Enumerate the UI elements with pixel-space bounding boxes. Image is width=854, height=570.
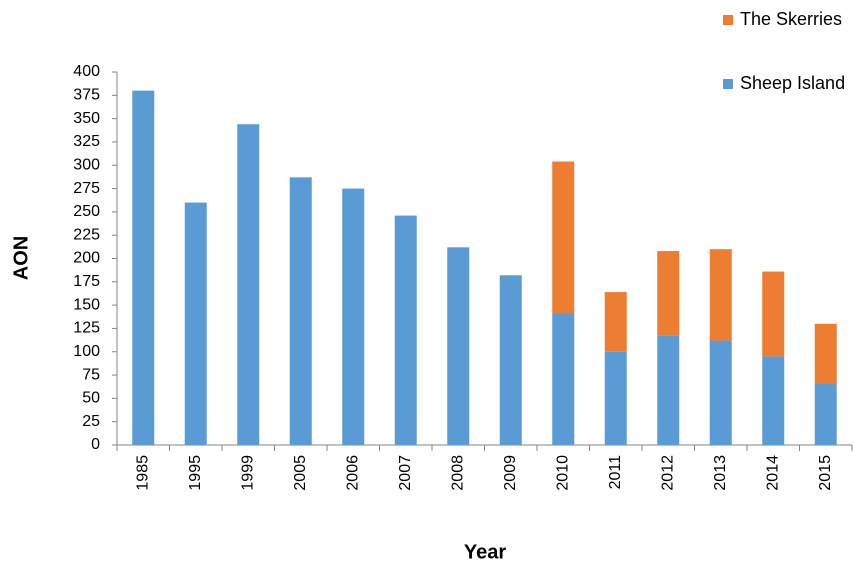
x-tick-label: 2014 bbox=[764, 455, 781, 491]
y-tick-label: 225 bbox=[73, 226, 100, 243]
x-tick-label: 2013 bbox=[712, 455, 729, 491]
bar bbox=[132, 90, 155, 446]
x-tick-label: 2007 bbox=[397, 455, 414, 491]
bar bbox=[604, 292, 627, 352]
bar bbox=[657, 251, 680, 336]
bar bbox=[657, 335, 680, 445]
y-axis-title: AON bbox=[10, 236, 32, 280]
bar bbox=[604, 351, 627, 445]
x-axis-title: Year bbox=[464, 541, 506, 563]
x-tick-label: 2015 bbox=[817, 455, 834, 491]
y-tick-label: 350 bbox=[73, 110, 100, 127]
y-tick-label: 200 bbox=[73, 250, 100, 267]
x-tick-label: 2005 bbox=[292, 455, 309, 491]
x-tick-label: 2010 bbox=[554, 455, 571, 491]
y-tick-label: 125 bbox=[73, 320, 100, 337]
y-tick-label: 150 bbox=[73, 296, 100, 313]
legend-label: Sheep Island bbox=[740, 73, 845, 93]
x-tick-label: 1985 bbox=[134, 455, 151, 491]
bar bbox=[342, 188, 365, 445]
y-tick-label: 0 bbox=[91, 436, 100, 453]
y-tick-label: 300 bbox=[73, 156, 100, 173]
y-tick-label: 50 bbox=[82, 390, 100, 407]
bar bbox=[709, 340, 732, 445]
bar bbox=[184, 202, 207, 445]
y-tick-label: 275 bbox=[73, 180, 100, 197]
y-tick-label: 400 bbox=[73, 63, 100, 80]
bar bbox=[552, 161, 575, 314]
bar bbox=[447, 247, 470, 445]
x-tick-label: 2008 bbox=[449, 455, 466, 491]
x-tick-label: 2011 bbox=[607, 455, 624, 490]
y-tick-label: 75 bbox=[82, 366, 100, 383]
bar bbox=[289, 177, 312, 445]
bar bbox=[552, 313, 575, 445]
bar bbox=[394, 215, 417, 445]
legend-label: The Skerries bbox=[740, 9, 842, 29]
x-tick-label: 2009 bbox=[502, 455, 519, 491]
y-tick-label: 325 bbox=[73, 133, 100, 150]
legend-swatch bbox=[723, 79, 733, 89]
x-tick-label: 2012 bbox=[659, 455, 676, 491]
bar bbox=[499, 275, 522, 445]
y-tick-label: 100 bbox=[73, 343, 100, 360]
bar bbox=[237, 124, 260, 445]
bar bbox=[762, 271, 785, 357]
y-tick-label: 25 bbox=[82, 413, 100, 430]
bar bbox=[814, 323, 837, 384]
y-tick-label: 250 bbox=[73, 203, 100, 220]
y-tick-label: 175 bbox=[73, 273, 100, 290]
x-tick-label: 2006 bbox=[344, 455, 361, 491]
x-tick-label: 1995 bbox=[187, 455, 204, 491]
y-tick-label: 375 bbox=[73, 87, 100, 104]
legend-swatch bbox=[723, 15, 733, 25]
bar bbox=[814, 383, 837, 445]
bar bbox=[709, 249, 732, 341]
x-tick-label: 1999 bbox=[239, 455, 256, 491]
bar bbox=[762, 356, 785, 445]
